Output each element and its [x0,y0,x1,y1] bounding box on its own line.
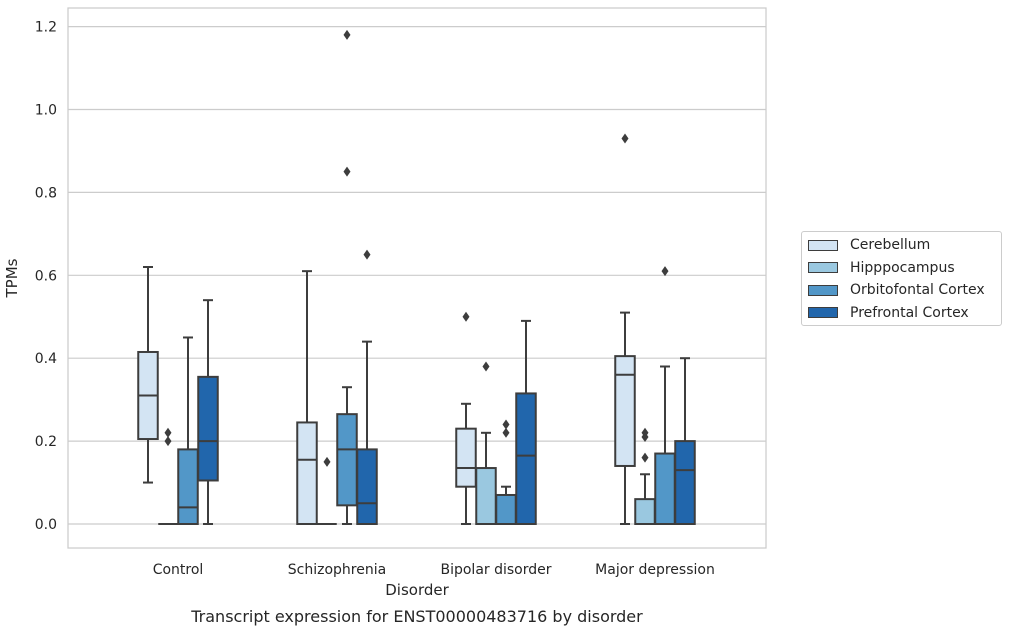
chart-title: Transcript expression for ENST0000048371… [190,607,643,626]
y-tick-label: 0.0 [35,517,57,533]
y-axis-label: TPMs [3,258,21,298]
y-tick-label: 0.4 [35,351,57,367]
outlier-point [641,452,649,463]
y-tick-label: 0.6 [35,268,57,284]
outlier-point [502,419,510,430]
x-tick-label: Control [153,562,204,578]
box-2-1 [475,361,497,526]
box-3-2 [654,266,676,525]
box-0-3 [197,299,219,525]
box-1-1 [317,456,337,525]
box-body [495,493,517,525]
box-body [515,392,537,525]
legend-item: Cerebellum [808,235,930,255]
box-body [336,413,358,507]
box-body [654,452,676,525]
y-tick-label: 1.0 [35,103,57,119]
outlier-point [363,249,371,260]
box-1-3 [356,249,378,526]
box-body [356,448,378,526]
plot-frame [67,7,767,549]
box-3-3 [674,357,696,526]
legend-item: Prefrontal Cortex [808,303,969,323]
legend-swatch [808,284,838,296]
outlier-point [323,456,331,467]
legend-label: Prefrontal Cortex [850,304,969,321]
legend-label: Cerebellum [850,237,931,253]
legend: Cerebellum Hipppocampus Orbitofontal Corte… [801,231,1002,326]
box-body [475,467,497,526]
x-tick-labels: Control Schizophrenia Bipolar disorder Majo… [153,562,715,578]
x-tick-label: Bipolar disorder [440,562,551,578]
box-0-1 [158,427,178,525]
box-3-1 [634,427,656,526]
box-body [674,440,696,526]
box-0-2 [177,336,199,526]
y-tick-labels: 0.0 0.2 0.4 0.6 0.8 1.0 1.2 [35,20,57,533]
box-2-0 [455,311,477,525]
outlier-point [343,29,351,40]
box-2-3 [515,319,537,525]
x-tick-label: Major depression [595,562,715,578]
legend-swatch [808,307,838,318]
outlier-point [641,427,649,438]
box-body [296,421,318,526]
box-3-0 [614,133,636,525]
legend-label: Orbitofontal Cortex [850,282,985,298]
legend-swatch [808,239,838,251]
box-2-2 [495,419,517,525]
outlier-point [462,311,470,322]
outlier-point [164,427,172,438]
legend-label: Hipppocampus [850,259,955,276]
outlier-point [621,133,629,144]
y-tick-label: 0.8 [35,185,57,201]
box-body [177,448,199,526]
box-1-2 [336,29,358,525]
y-tick-label: 1.2 [35,20,57,36]
box-body [197,375,219,482]
legend-item: Hipppocampus [808,258,955,278]
x-axis-label: Disorder [385,581,449,599]
boxes [137,29,696,526]
legend-item: Orbitofontal Cortex [808,280,985,300]
outlier-point [502,427,510,438]
outlier-point [482,361,490,372]
gridlines [68,26,766,525]
box-body [634,498,656,526]
box-0-0 [137,266,159,484]
box-1-0 [296,270,318,526]
outlier-point [343,166,351,177]
box-body [455,427,477,488]
legend-swatch [808,262,838,273]
x-tick-label: Schizophrenia [288,562,386,578]
y-tick-label: 0.2 [35,434,57,450]
box-body [614,355,636,467]
outlier-point [661,266,669,277]
outlier-point [164,436,172,447]
